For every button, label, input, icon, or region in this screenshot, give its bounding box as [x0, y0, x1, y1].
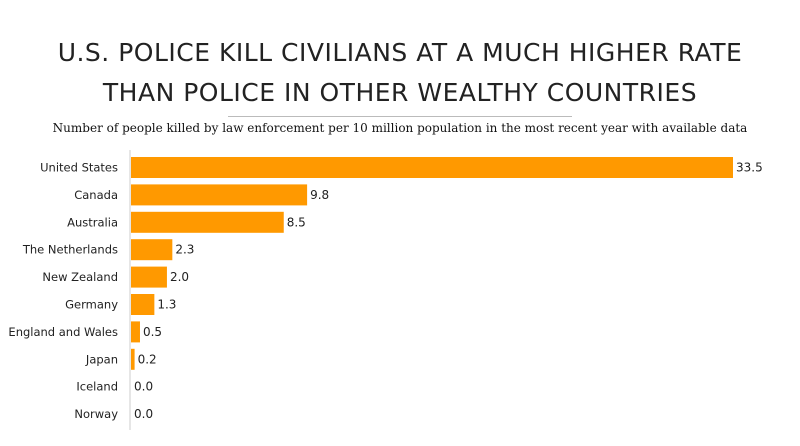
bar	[131, 239, 173, 261]
value-label: 0.2	[138, 352, 157, 366]
category-label: Australia	[67, 215, 118, 229]
bar	[131, 294, 155, 315]
category-label: Japan	[85, 352, 118, 366]
bar	[131, 321, 140, 343]
value-label: 2.3	[175, 243, 194, 257]
value-label: 0.5	[143, 325, 162, 339]
value-label: 0.0	[134, 380, 153, 394]
value-label: 1.3	[157, 298, 176, 312]
chart-subtitle: Number of people killed by law enforceme…	[52, 121, 748, 135]
bar	[131, 211, 284, 233]
value-label: 2.0	[170, 270, 189, 284]
category-label: Iceland	[76, 380, 118, 394]
category-label: England and Wales	[8, 325, 118, 339]
category-label: Germany	[65, 298, 118, 312]
category-label: United States	[40, 161, 118, 175]
category-label: Norway	[74, 407, 118, 421]
value-label: 33.5	[736, 161, 763, 175]
category-label: Canada	[74, 188, 118, 202]
category-label: The Netherlands	[22, 243, 118, 257]
value-label: 9.8	[310, 188, 329, 202]
bar	[131, 266, 167, 288]
chart-title-line-1: U.S. POLICE KILL CIVILIANS AT A MUCH HIG…	[57, 38, 743, 67]
bar	[131, 157, 733, 178]
bar	[131, 348, 135, 370]
bar	[131, 184, 308, 206]
chart-title-line-2: THAN POLICE IN OTHER WEALTHY COUNTRIES	[102, 78, 698, 107]
value-label: 8.5	[287, 215, 306, 229]
value-label: 0.0	[134, 407, 153, 421]
category-label: New Zealand	[42, 270, 118, 284]
title-divider	[228, 116, 572, 117]
